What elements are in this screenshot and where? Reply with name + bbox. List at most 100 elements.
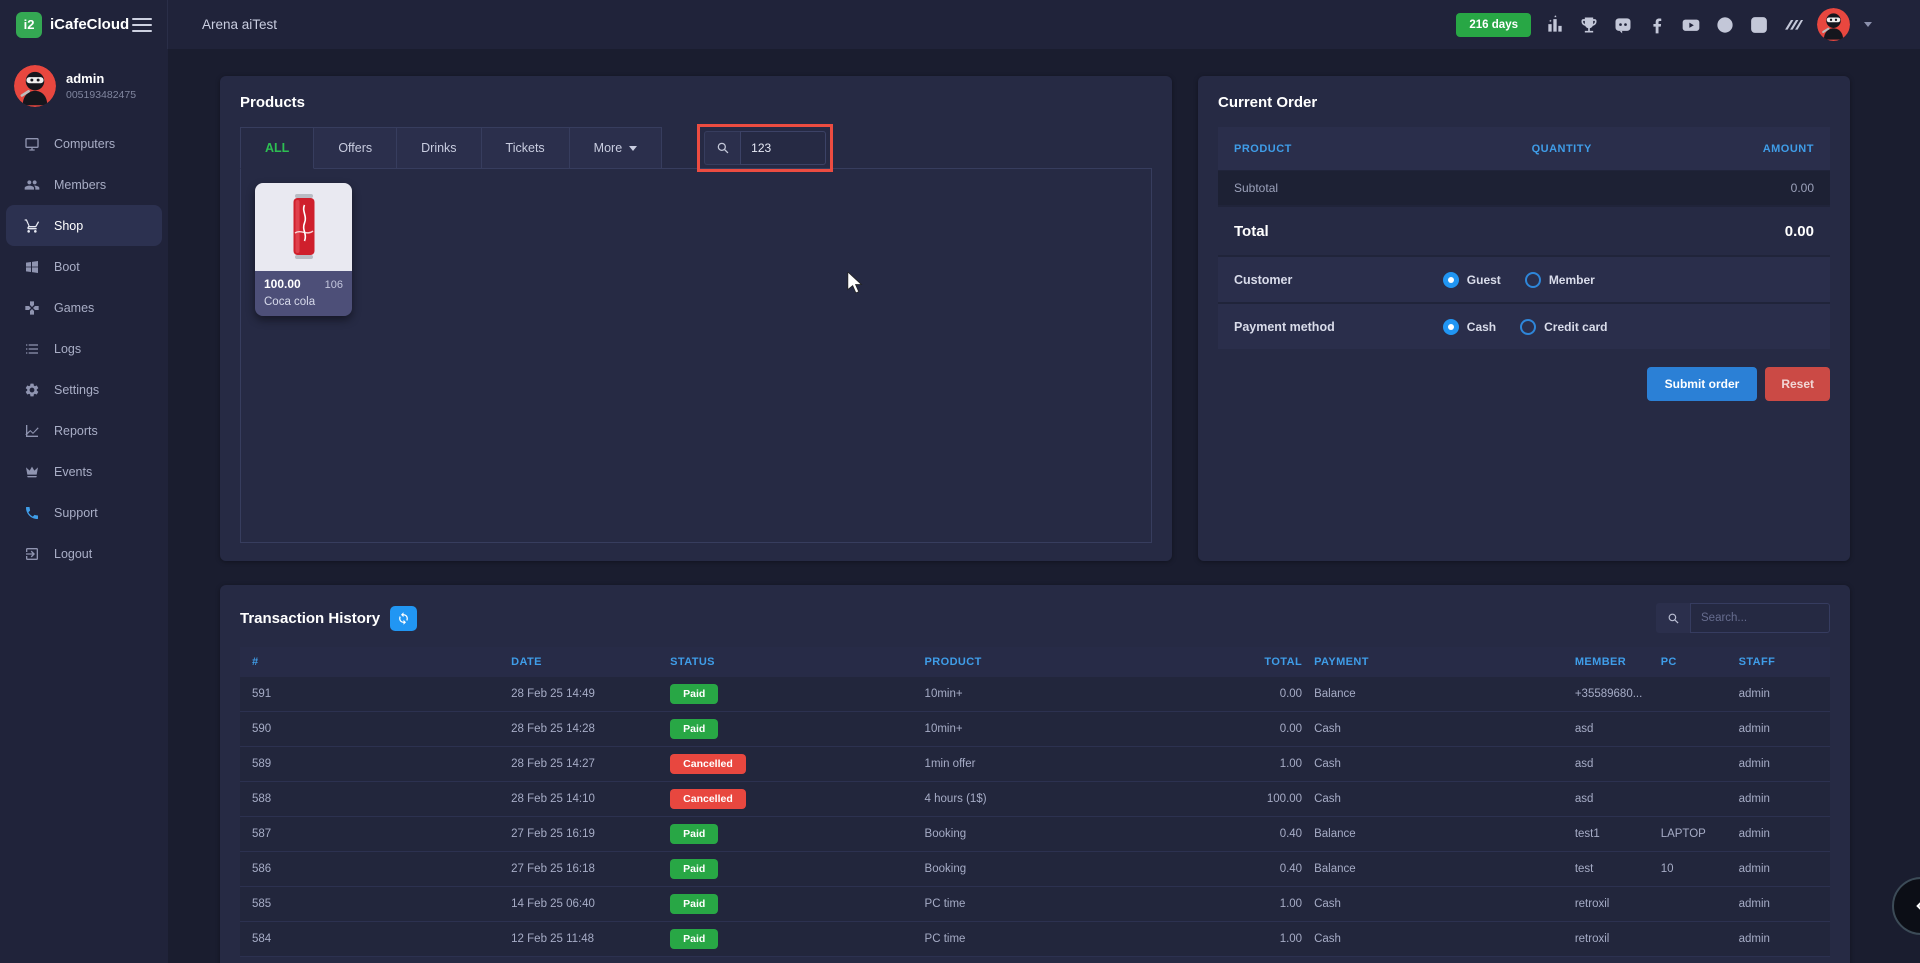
cell-date: 28 Feb 25 14:27 xyxy=(499,758,658,770)
cell-member: asd xyxy=(1563,723,1649,735)
product-price: 100.00 xyxy=(264,277,301,291)
cell-payment: Cash xyxy=(1302,793,1563,805)
cell-id: 584 xyxy=(240,933,499,945)
sidebar-item-events[interactable]: Events xyxy=(0,451,168,492)
cell-total: 1.00 xyxy=(1202,933,1302,945)
cart-icon xyxy=(24,218,40,234)
table-row[interactable]: 585 14 Feb 25 06:40 Paid PC time 1.00 Ca… xyxy=(240,887,1830,922)
table-row[interactable]: 588 28 Feb 25 14:10 Cancelled 4 hours (1… xyxy=(240,782,1830,817)
page-title: Arena aiTest xyxy=(202,17,277,32)
sidebar-item-boot[interactable]: Boot xyxy=(0,246,168,287)
cell-total: 0.40 xyxy=(1202,828,1302,840)
column-product: PRODUCT xyxy=(913,656,1202,668)
total-value: 0.00 xyxy=(1785,223,1814,240)
refresh-icon xyxy=(396,611,411,626)
radio-credit-card[interactable]: Credit card xyxy=(1520,319,1607,335)
table-row[interactable]: 587 27 Feb 25 16:19 Paid Booking 0.40 Ba… xyxy=(240,817,1830,852)
tab-drinks[interactable]: Drinks xyxy=(397,127,481,169)
hamburger-menu-icon[interactable] xyxy=(132,18,152,32)
product-card-coca-cola[interactable]: 100.00 106 Coca cola xyxy=(255,183,352,316)
discord-icon[interactable] xyxy=(1613,15,1633,35)
cell-payment: Cash xyxy=(1302,933,1563,945)
facebook-icon[interactable] xyxy=(1647,15,1667,35)
subtotal-row: Subtotal 0.00 xyxy=(1218,170,1830,205)
sidebar-item-support[interactable]: Support xyxy=(0,492,168,533)
cell-member: asd xyxy=(1563,793,1649,805)
radio-guest[interactable]: Guest xyxy=(1443,272,1501,288)
icafecloud-icon[interactable] xyxy=(1749,15,1769,35)
sidebar-item-logs[interactable]: Logs xyxy=(0,328,168,369)
logout-icon xyxy=(24,546,40,562)
table-row[interactable]: 590 28 Feb 25 14:28 Paid 10min+ 0.00 Cas… xyxy=(240,712,1830,747)
submit-order-button[interactable]: Submit order xyxy=(1647,367,1758,401)
tab-all[interactable]: ALL xyxy=(240,127,314,169)
license-days-badge[interactable]: 216 days xyxy=(1456,13,1531,37)
table-row[interactable]: 586 27 Feb 25 16:18 Paid Booking 0.40 Ba… xyxy=(240,852,1830,887)
cell-id: 588 xyxy=(240,793,499,805)
products-panel: Products ALL Offers Drinks Tickets More xyxy=(220,76,1172,561)
sidebar-item-logout[interactable]: Logout xyxy=(0,533,168,574)
cell-date: 28 Feb 25 14:10 xyxy=(499,793,658,805)
cell-payment: Balance xyxy=(1302,863,1563,875)
trophy-icon[interactable] xyxy=(1579,15,1599,35)
cell-payment: Cash xyxy=(1302,898,1563,910)
column-amount: AMOUNT xyxy=(1646,143,1814,155)
list-icon xyxy=(24,341,40,357)
sidebar-item-label: Members xyxy=(54,178,106,192)
cell-payment: Cash xyxy=(1302,723,1563,735)
cell-status: Paid xyxy=(658,894,912,914)
cell-id: 591 xyxy=(240,688,499,700)
sidebar-item-label: Logs xyxy=(54,342,81,356)
sidebar-item-settings[interactable]: Settings xyxy=(0,369,168,410)
reset-button[interactable]: Reset xyxy=(1765,367,1830,401)
cell-status: Paid xyxy=(658,824,912,844)
sidebar-item-shop[interactable]: Shop xyxy=(6,205,162,246)
cell-payment: Balance xyxy=(1302,688,1563,700)
cell-product: Booking xyxy=(913,863,1202,875)
brand-name: iCafeCloud xyxy=(50,16,129,33)
leaderboard-icon[interactable] xyxy=(1545,15,1565,35)
refresh-button[interactable] xyxy=(390,606,417,631)
cell-product: PC time xyxy=(913,898,1202,910)
chevron-down-icon xyxy=(629,146,637,151)
user-menu-caret-icon[interactable] xyxy=(1864,22,1872,27)
product-stock: 106 xyxy=(325,279,343,291)
radio-selected-icon xyxy=(1443,319,1459,335)
cell-date: 12 Feb 25 11:48 xyxy=(499,933,658,945)
cell-total: 100.00 xyxy=(1202,793,1302,805)
product-name: Coca cola xyxy=(264,296,343,308)
tab-more[interactable]: More xyxy=(570,127,662,169)
tab-tickets[interactable]: Tickets xyxy=(482,127,570,169)
radio-member[interactable]: Member xyxy=(1525,272,1595,288)
topbar-right: 216 days xyxy=(1456,8,1920,41)
tab-offers[interactable]: Offers xyxy=(314,127,397,169)
layers-icon[interactable] xyxy=(1783,15,1803,35)
globe-icon[interactable] xyxy=(1715,15,1735,35)
table-row[interactable]: 584 12 Feb 25 11:48 Paid PC time 1.00 Ca… xyxy=(240,922,1830,957)
status-badge: Paid xyxy=(670,859,718,879)
column-payment: PAYMENT xyxy=(1302,656,1563,668)
transactions-search xyxy=(1656,603,1830,633)
radio-cash[interactable]: Cash xyxy=(1443,319,1496,335)
sidebar-item-members[interactable]: Members xyxy=(0,164,168,205)
sidebar-item-label: Boot xyxy=(54,260,80,274)
cell-pc: LAPTOP xyxy=(1649,828,1727,840)
table-row[interactable]: 591 28 Feb 25 14:49 Paid 10min+ 0.00 Bal… xyxy=(240,677,1830,712)
user-avatar[interactable] xyxy=(1817,8,1850,41)
table-row[interactable]: 589 28 Feb 25 14:27 Cancelled 1min offer… xyxy=(240,747,1830,782)
sidebar-item-label: Settings xyxy=(54,383,99,397)
product-image xyxy=(255,183,352,271)
products-search-input[interactable] xyxy=(740,131,826,165)
subtotal-label: Subtotal xyxy=(1234,181,1278,195)
cell-total: 1.00 xyxy=(1202,898,1302,910)
youtube-icon[interactable] xyxy=(1681,15,1701,35)
column-member: MEMBER xyxy=(1563,656,1649,668)
cell-staff: admin xyxy=(1727,758,1830,770)
sidebar-item-reports[interactable]: Reports xyxy=(0,410,168,451)
cell-date: 14 Feb 25 06:40 xyxy=(499,898,658,910)
transactions-search-input[interactable] xyxy=(1690,603,1830,633)
sidebar-item-computers[interactable]: Computers xyxy=(0,123,168,164)
products-title: Products xyxy=(240,94,1152,111)
total-row: Total 0.00 xyxy=(1218,205,1830,255)
sidebar-item-games[interactable]: Games xyxy=(0,287,168,328)
